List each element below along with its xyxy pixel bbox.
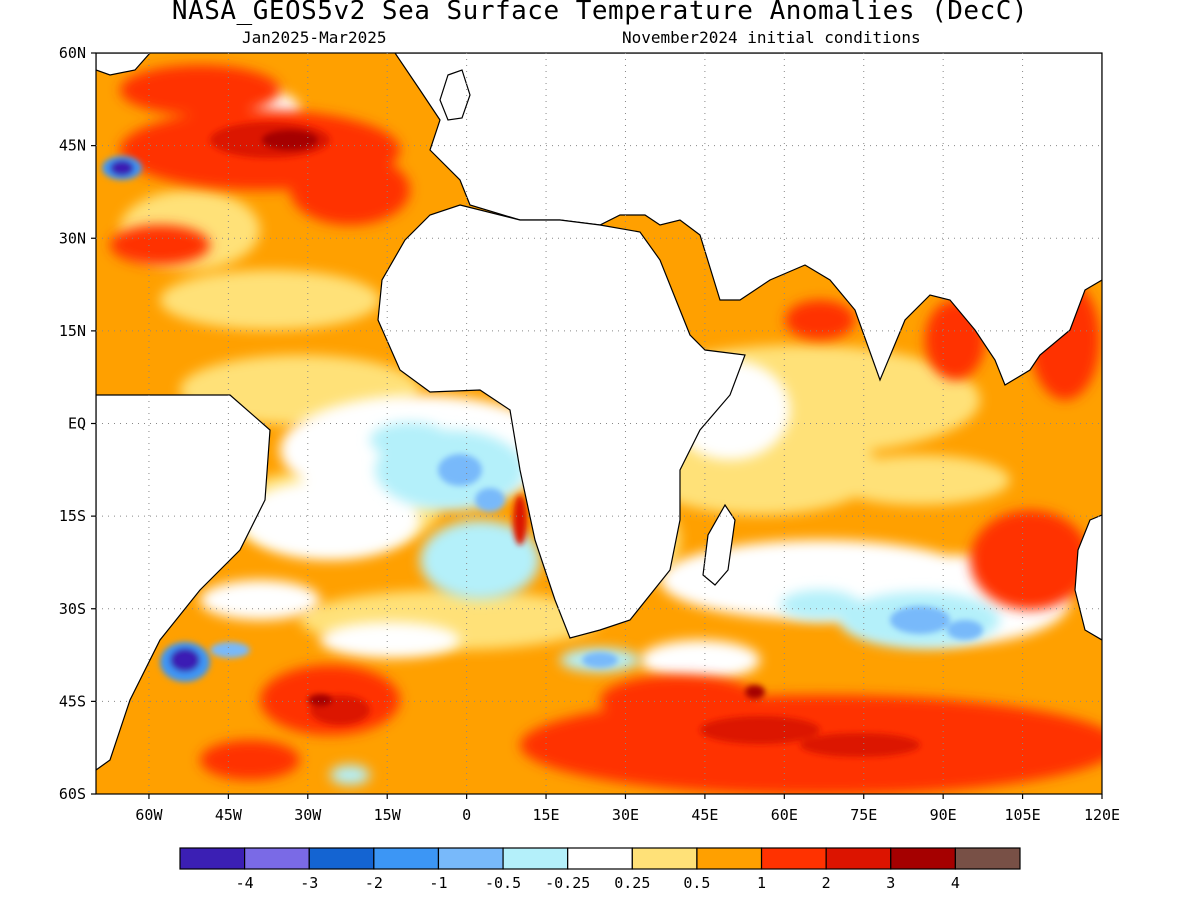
- lon-tick-label: 45W: [215, 806, 243, 824]
- colorbar-swatch: [890, 847, 956, 870]
- lon-tick-label: 75E: [850, 806, 877, 824]
- lon-tick-label: 15W: [374, 806, 402, 824]
- colorbar-label: 0.25: [614, 874, 650, 892]
- lat-tick-label: 30S: [59, 600, 86, 618]
- lat-tick-label: EQ: [68, 415, 86, 433]
- lat-tick-label: 60N: [59, 44, 86, 62]
- forecast-period: Jan2025-Mar2025: [242, 28, 387, 47]
- lon-tick-label: 90E: [930, 806, 957, 824]
- chart-title: NASA_GEOS5v2 Sea Surface Temperature Ano…: [171, 0, 1029, 26]
- colorbar-label: -0.5: [485, 874, 521, 892]
- africa-landmass: [377, 204, 746, 639]
- colorbar-label: 3: [886, 874, 895, 892]
- lon-tick-label: 30W: [294, 806, 322, 824]
- colorbar-swatch: [373, 847, 440, 870]
- lat-tick-label: 15S: [59, 507, 86, 525]
- lon-tick-label: 15E: [533, 806, 560, 824]
- lat-tick-label: 15N: [59, 322, 86, 340]
- colorbar-label: -3: [300, 874, 318, 892]
- lon-tick-label: 120E: [1084, 806, 1120, 824]
- colorbar-swatch: [760, 847, 827, 870]
- colorbar: -4 -3 -2 -1 -0.5 -0.25 0.25 0.5 1 2 3 4: [179, 847, 1021, 892]
- lon-tick-label: 105E: [1005, 806, 1041, 824]
- colorbar-label: -0.25: [545, 874, 590, 892]
- colorbar-label: 2: [822, 874, 831, 892]
- lat-tick-label: 60S: [59, 785, 86, 803]
- british-isles: [439, 69, 471, 121]
- colorbar-label: 0.5: [683, 874, 710, 892]
- colorbar-label: 4: [951, 874, 960, 892]
- lat-tick-label: 45N: [59, 137, 86, 155]
- colorbar-swatch: [502, 847, 569, 870]
- south-america: [96, 394, 271, 771]
- lat-tick-label: 30N: [59, 229, 86, 247]
- colorbar-swatch: [631, 847, 698, 870]
- colorbar-swatch: [308, 847, 375, 870]
- lon-tick-label: 60E: [771, 806, 798, 824]
- madagascar: [702, 503, 736, 586]
- colorbar-label: 1: [757, 874, 766, 892]
- axis-labels: 60N 45N 30N 15N EQ 15S 30S 45S 60S 60W 45W 30W 15W 0 1…: [59, 44, 1120, 824]
- colorbar-label: -2: [365, 874, 383, 892]
- colorbar-swatch: [567, 847, 633, 870]
- eurasia-landmass: [394, 53, 1102, 386]
- colorbar-swatch: [179, 847, 246, 870]
- colorbar-swatch: [244, 847, 310, 870]
- lon-tick-label: 45E: [691, 806, 718, 824]
- greenland: [96, 53, 151, 76]
- colorbar-swatch: [437, 847, 504, 870]
- lon-tick-label: 30E: [612, 806, 639, 824]
- colorbar-label: -4: [236, 874, 254, 892]
- lat-tick-label: 45S: [59, 692, 86, 710]
- colorbar-swatch: [696, 847, 763, 870]
- initial-conditions: November2024 initial conditions: [622, 28, 921, 47]
- australia: [1074, 514, 1102, 641]
- colorbar-label: -1: [429, 874, 447, 892]
- colorbar-swatch: [825, 847, 892, 870]
- lon-tick-label: 60W: [135, 806, 163, 824]
- colorbar-swatch: [954, 847, 1021, 870]
- lon-tick-label: 0: [462, 806, 471, 824]
- land: [96, 53, 1102, 771]
